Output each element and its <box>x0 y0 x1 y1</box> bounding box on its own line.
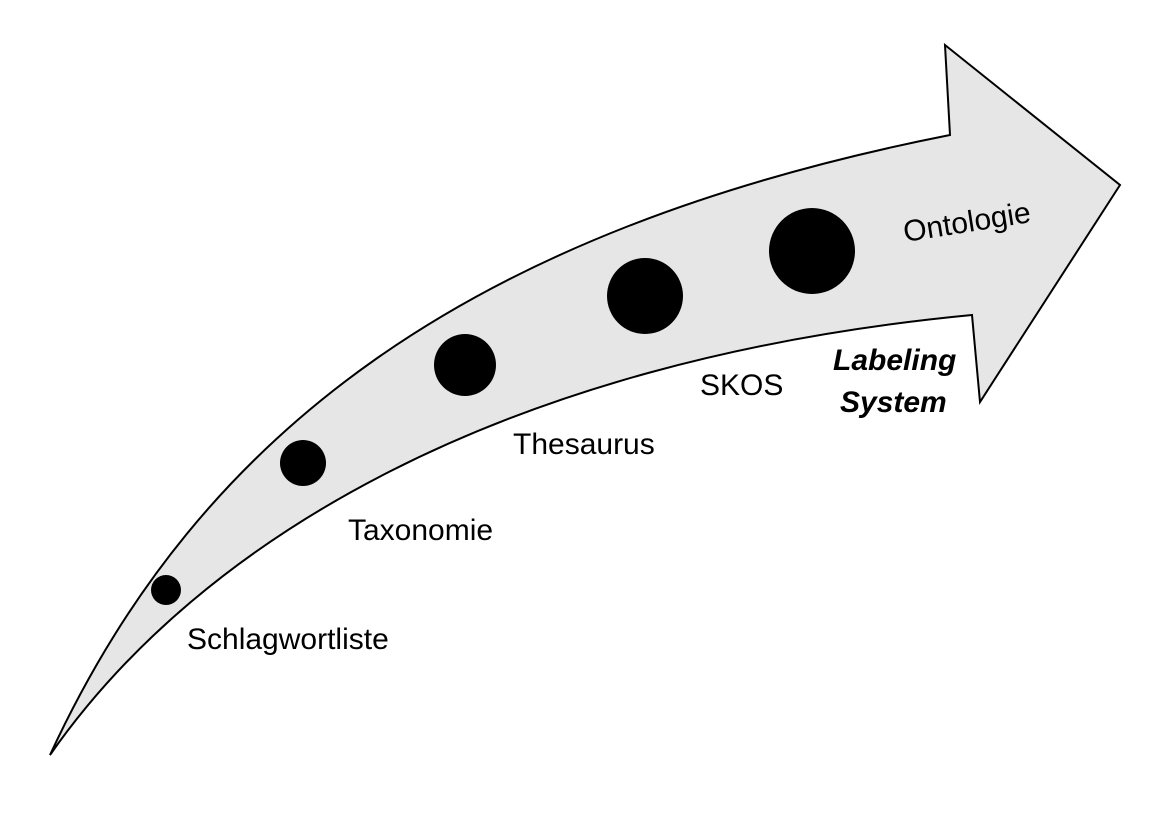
stage-label-thesaurus: Thesaurus <box>513 428 655 461</box>
labeling-system-line1: Labeling <box>833 344 956 377</box>
stage-dot-schlagwortliste <box>151 575 181 605</box>
curved-arrow <box>49 42 1122 756</box>
stage-label-schlagwortliste: Schlagwortliste <box>187 623 389 656</box>
stage-dot-ontologie <box>769 208 855 294</box>
stage-dot-thesaurus <box>434 334 496 396</box>
stage-label-taxonomie: Taxonomie <box>348 514 493 547</box>
labeling-system-line2: System <box>840 386 947 419</box>
stage-dot-skos <box>607 258 683 334</box>
stage-label-skos: SKOS <box>700 369 783 402</box>
stage-dot-taxonomie <box>280 440 326 486</box>
